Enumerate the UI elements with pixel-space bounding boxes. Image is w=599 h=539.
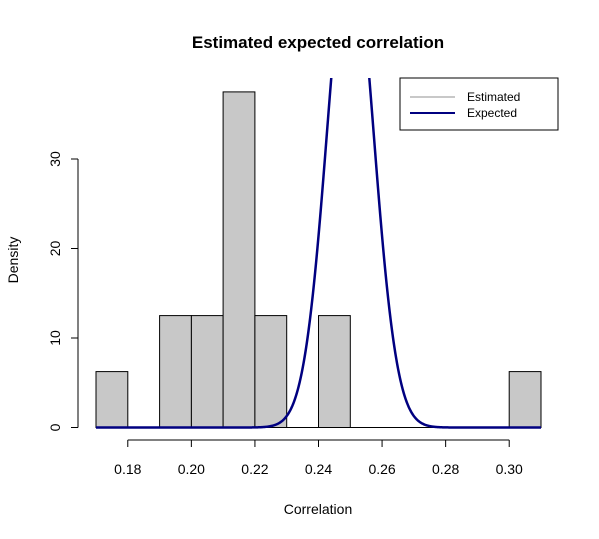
y-tick-label-0: 0: [47, 423, 63, 431]
chart-title: Estimated expected correlation: [192, 33, 444, 52]
histogram-bar-2: [159, 315, 192, 429]
y-tick-label-3: 30: [47, 151, 63, 167]
y-tick-label-2: 20: [47, 241, 63, 257]
histogram-bars: [95, 91, 542, 429]
x-tick-label-4: 0.26: [368, 461, 395, 477]
histogram-bar-7: [318, 315, 351, 429]
expected-curve-group: [95, 78, 542, 429]
x-tick-label-3: 0.24: [305, 461, 332, 477]
y-tick-label-1: 10: [47, 330, 63, 346]
x-tick-label-0: 0.18: [114, 461, 141, 477]
legend: Estimated Expected: [399, 77, 559, 131]
legend-label-estimated: Estimated: [467, 90, 520, 104]
expected-curve-line: [95, 78, 542, 429]
histogram-bar-3: [190, 315, 224, 429]
legend-label-expected: Expected: [467, 106, 517, 120]
y-axis: 0 10 20 30: [47, 151, 79, 431]
x-axis: 0.18 0.20 0.22 0.24 0.26 0.28 0.30: [114, 439, 523, 477]
histogram-bar-13: [508, 371, 542, 429]
x-tick-label-2: 0.22: [241, 461, 268, 477]
y-axis-label: Density: [5, 237, 21, 284]
x-tick-label-6: 0.30: [496, 461, 523, 477]
x-tick-label-1: 0.20: [178, 461, 205, 477]
histogram-bar-4: [222, 91, 256, 429]
histogram-bar-5: [254, 315, 288, 429]
x-tick-label-5: 0.28: [432, 461, 459, 477]
histogram-bar-0: [95, 371, 129, 429]
legend-box: [399, 77, 559, 131]
x-axis-label: Correlation: [284, 501, 352, 517]
